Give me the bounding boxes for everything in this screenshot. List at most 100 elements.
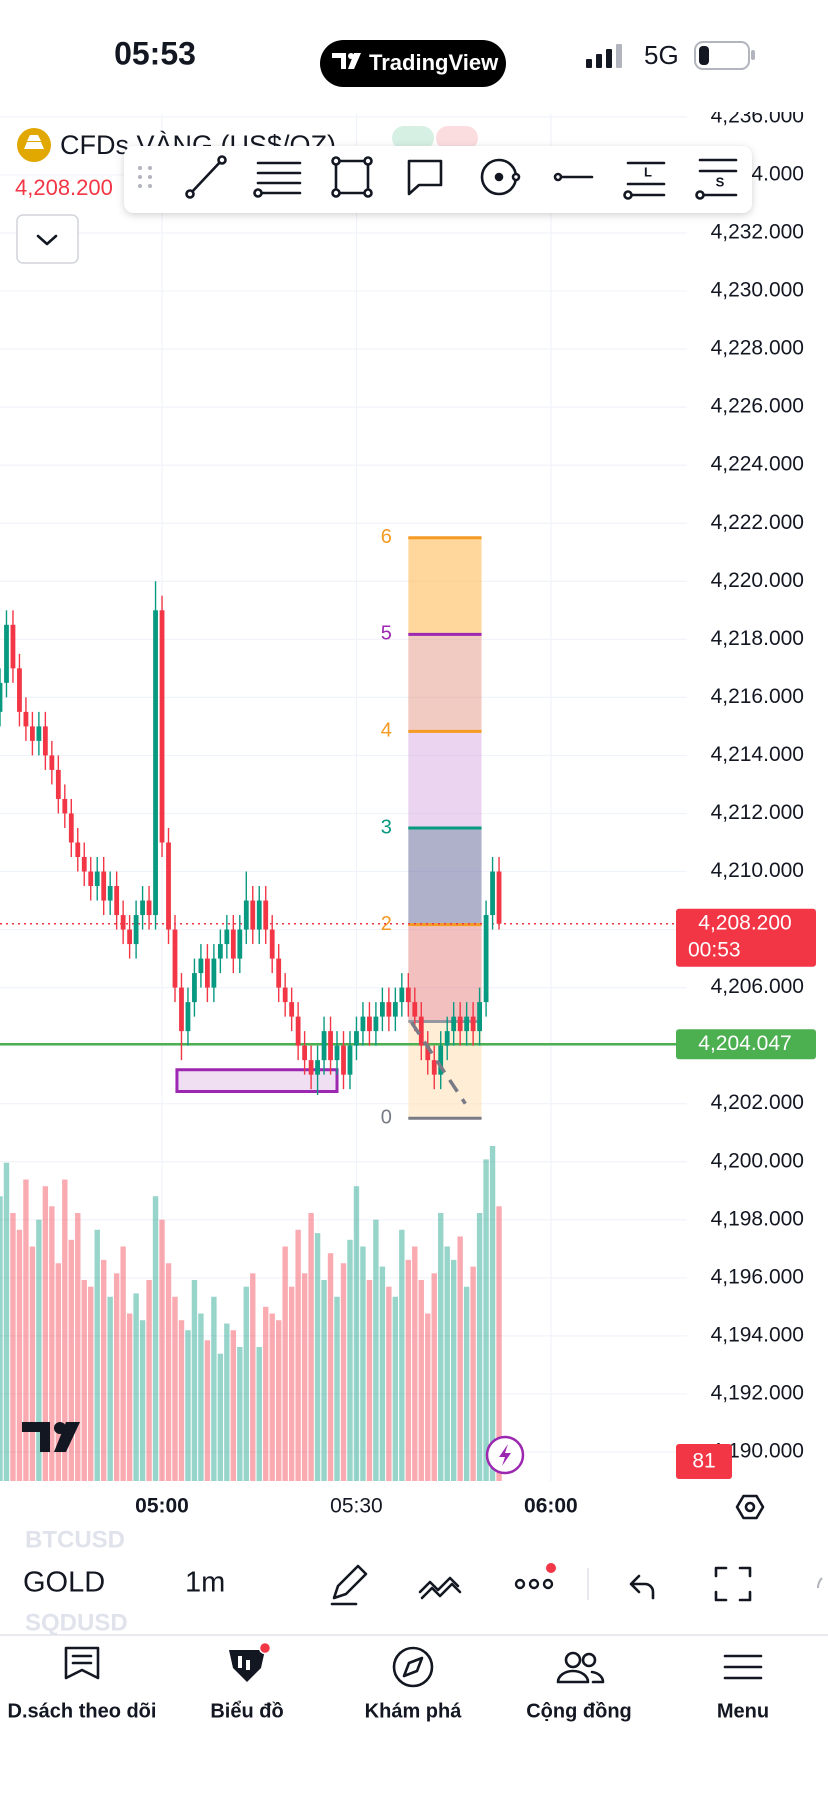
candle-body (81, 856, 87, 872)
tab-label[interactable]: Khám phá (365, 1700, 463, 1722)
y-tick-label: 4,228.000 (711, 337, 804, 360)
long-tool-label: L (644, 164, 652, 179)
candle-body (17, 668, 22, 712)
fullscreen-button[interactable] (714, 1566, 752, 1602)
volume-bar (230, 1330, 237, 1481)
y-tick-label: 4,206.000 (711, 975, 804, 998)
volume-layer (0, 1146, 502, 1481)
candle-body (269, 929, 275, 959)
candle-body (217, 944, 223, 959)
time-axis: 05:00 05:30 06:00 (135, 1495, 578, 1518)
volume-bar (470, 1266, 476, 1481)
candle-body (315, 1060, 320, 1075)
short-position-tool[interactable] (695, 158, 738, 200)
volume-bar (366, 1280, 373, 1481)
volume-bar (483, 1159, 489, 1481)
drag-handle[interactable] (138, 166, 152, 188)
x-tick-label: 06:00 (524, 1495, 578, 1518)
indicators-button[interactable] (418, 1576, 462, 1600)
candle-body (425, 1045, 431, 1061)
horizontal-ray-tool[interactable] (553, 172, 594, 182)
y-tick-label: 4,224.000 (711, 453, 804, 476)
community-icon[interactable] (556, 1651, 605, 1684)
y-tick-label: 4,202.000 (711, 1091, 804, 1114)
volume-bar (444, 1246, 450, 1481)
volume-label-box (676, 1444, 732, 1479)
current-symbol[interactable]: GOLD (23, 1567, 105, 1599)
drawing-toolbar: L S (124, 146, 752, 213)
volume-bar (94, 1229, 100, 1481)
x-tick-label: 05:00 (135, 1495, 189, 1518)
y-tick-label: 4,220.000 (711, 569, 804, 592)
candle-body (198, 958, 204, 974)
candle-body (211, 958, 217, 988)
volume-bar (100, 1259, 107, 1481)
volume-bar (49, 1206, 55, 1481)
signal-icon (586, 44, 622, 68)
tab-label[interactable]: Biểu đồ (210, 1700, 283, 1722)
undo-button[interactable] (629, 1574, 655, 1600)
tab-label[interactable]: Cộng đồng (526, 1700, 632, 1722)
candle-body (120, 915, 126, 930)
more-button[interactable] (514, 1563, 556, 1590)
menu-icon[interactable] (723, 1654, 763, 1680)
volume-bar (282, 1246, 288, 1481)
volume-bar (172, 1296, 178, 1481)
candle-body (101, 871, 107, 901)
long-position-tool[interactable] (623, 161, 666, 200)
volume-bar (463, 1286, 470, 1481)
app-pill (320, 40, 506, 87)
next-symbol[interactable]: SQDUSD (25, 1609, 128, 1636)
candle-body (127, 929, 133, 945)
volume-bar (113, 1273, 120, 1481)
volume-bar (107, 1296, 113, 1481)
y-tick-label: 4,216.000 (711, 685, 804, 708)
volume-bar (75, 1213, 81, 1481)
candle-body (30, 726, 35, 741)
volume-bar (386, 1286, 392, 1481)
candle-body (464, 1016, 470, 1032)
candle-body (192, 973, 197, 1003)
label-layer: 4,208.200 00:53 4,204.047 81 (676, 908, 816, 1479)
tab-label[interactable]: Menu (717, 1700, 769, 1722)
tab-label[interactable]: D.sách theo dõi (8, 1700, 157, 1722)
volume-bar (450, 1259, 457, 1481)
volume-bar (88, 1286, 94, 1481)
level-label: 0 (381, 1106, 392, 1128)
volume-bar (438, 1213, 444, 1481)
watchlist-icon[interactable] (64, 1646, 100, 1680)
volume-bar (405, 1259, 412, 1481)
volume-bar (327, 1253, 334, 1481)
candle-body (451, 1016, 457, 1032)
candle-body (483, 915, 489, 1003)
y-tick-label: 4,196.000 (711, 1265, 804, 1288)
draw-button[interactable] (330, 1564, 368, 1606)
volume-bar (204, 1340, 211, 1481)
volume-bar (178, 1320, 185, 1481)
header-price: 4,208.200 (15, 175, 113, 200)
explore-icon[interactable] (392, 1646, 434, 1688)
callout-tool[interactable] (407, 159, 443, 196)
volume-bar (308, 1213, 314, 1481)
chart-icon[interactable] (229, 1641, 272, 1683)
y-tick-label: 4,200.000 (711, 1149, 804, 1172)
parallel-channel-tool[interactable] (253, 161, 302, 198)
candle-body (457, 1016, 463, 1032)
prev-symbol[interactable]: BTCUSD (25, 1526, 125, 1553)
rectangle-tool[interactable] (331, 156, 373, 198)
trend-line-tool[interactable] (185, 155, 227, 199)
circle-tool[interactable] (480, 158, 521, 196)
candle-body (347, 1045, 353, 1075)
candle-body (94, 871, 100, 887)
candle-body (276, 958, 282, 988)
y-tick-label: 4,230.000 (711, 279, 804, 302)
volume-bar (120, 1246, 126, 1481)
volume-bar (288, 1286, 295, 1481)
settings-button[interactable] (735, 1494, 765, 1520)
collapse-button[interactable] (16, 214, 79, 264)
lightning-button[interactable] (485, 1435, 525, 1475)
candle-body (68, 813, 74, 843)
y-tick-label: 4,190.000 (711, 1440, 804, 1463)
interval[interactable]: 1m (185, 1567, 225, 1599)
candle-body (204, 958, 210, 988)
